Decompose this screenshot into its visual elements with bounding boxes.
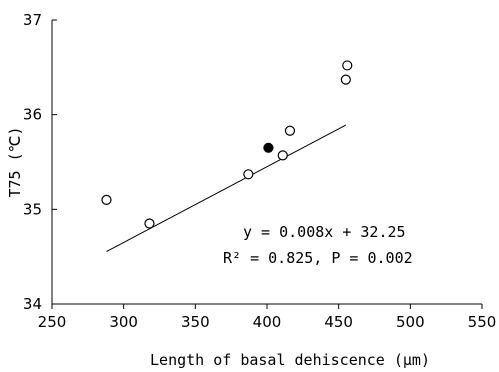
y-tick-label-37: 37 [23, 11, 42, 29]
x-tick-label-500: 500 [396, 313, 425, 331]
x-tick-label-450: 450 [324, 313, 353, 331]
regression-stats: R² = 0.825, P = 0.002 [223, 249, 413, 267]
open-point-0 [101, 194, 112, 205]
x-axis-title: Length of basal dehiscence (μm) [150, 351, 430, 369]
y-axis-title: T75 (℃) [6, 126, 24, 197]
open-point-1 [144, 218, 155, 229]
open-point-2 [243, 169, 254, 180]
data-points [101, 60, 353, 252]
y-tick-label-35: 35 [23, 200, 42, 218]
regression-equation: y = 0.008x + 32.25 [243, 223, 406, 241]
open-point-6 [342, 60, 353, 71]
trendline [106, 124, 347, 252]
open-point-3 [277, 150, 288, 161]
x-tick-label-350: 350 [181, 313, 210, 331]
open-point-5 [340, 74, 351, 85]
tick-labels: 250 300 350 400 450 500 550 34 35 36 37 [23, 11, 496, 331]
x-tick-label-400: 400 [253, 313, 282, 331]
open-point-4 [284, 125, 296, 136]
x-tick-label-300: 300 [109, 313, 138, 331]
filled-point-0 [263, 142, 274, 153]
x-tick-label-250: 250 [38, 313, 67, 331]
y-tick-label-36: 36 [23, 106, 42, 124]
axes [51, 19, 483, 309]
x-tick-label-550: 550 [468, 313, 497, 331]
y-tick-label-34: 34 [23, 295, 42, 313]
